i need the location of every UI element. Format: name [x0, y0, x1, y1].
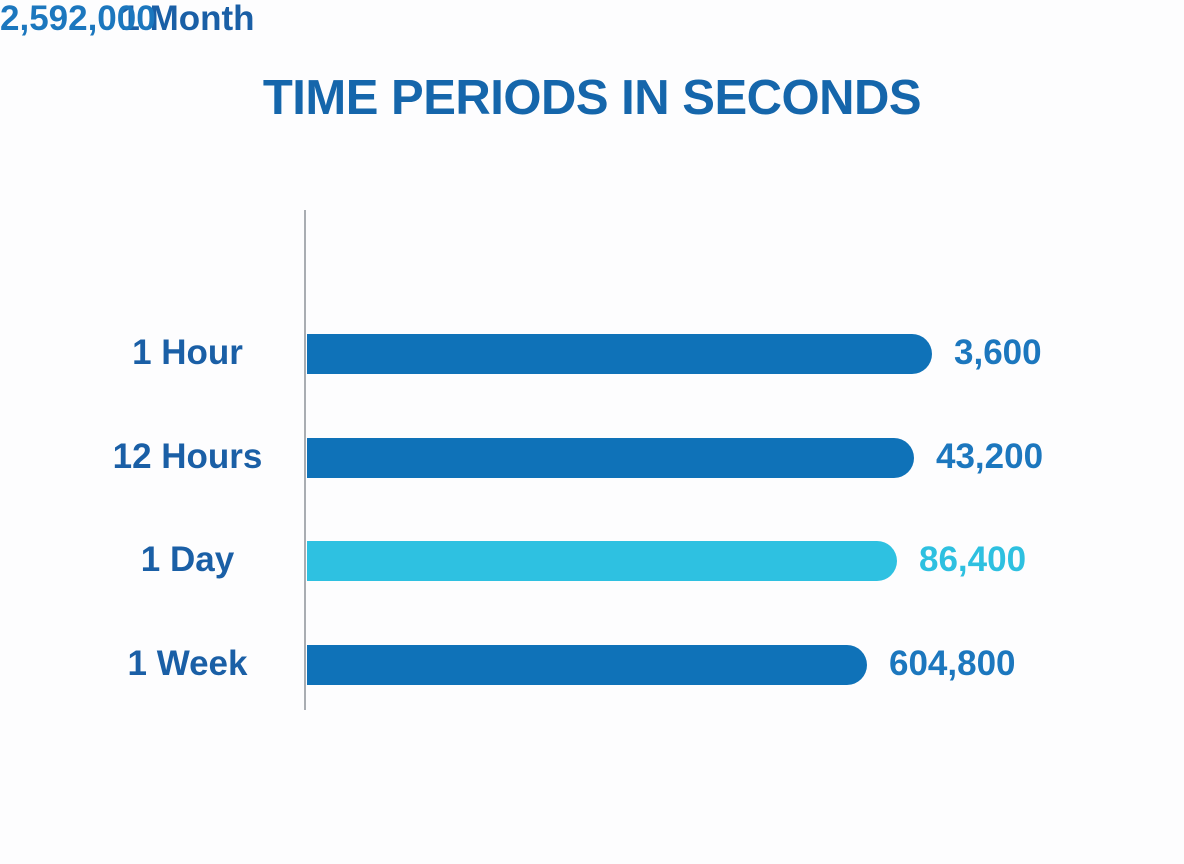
- bar-1-day-highlighted: [307, 541, 897, 581]
- value-label: 86,400: [919, 540, 1027, 580]
- bar-1-week: [307, 645, 867, 685]
- chart-row-1-hour: 1 Hour 3,600: [0, 333, 1184, 374]
- category-label: 1 Day: [140, 540, 235, 580]
- value-label: 604,800: [889, 644, 1016, 684]
- category-label: 1 Week: [127, 644, 248, 684]
- chart-row-12-hours: 12 Hours 43,200: [0, 437, 1184, 478]
- category-label: 1 Hour: [132, 333, 243, 373]
- value-label: 2,592,000: [0, 0, 156, 39]
- chart-row-1-week: 1 Week 604,800: [0, 644, 1184, 685]
- bar-12-hours: [307, 438, 914, 478]
- category-label: 1 Month: [120, 0, 255, 39]
- chart-row-1-month: 1 Month 2,592,000: [0, 0, 1184, 40]
- value-label: 43,200: [936, 437, 1044, 477]
- chart-row-1-day: 1 Day 86,400: [0, 540, 1184, 581]
- axis-baseline: [304, 210, 306, 710]
- chart-title: TIME PERIODS IN SECONDS: [262, 71, 922, 125]
- category-label: 12 Hours: [112, 437, 263, 477]
- value-label: 3,600: [954, 333, 1042, 373]
- bar-1-hour: [307, 334, 932, 374]
